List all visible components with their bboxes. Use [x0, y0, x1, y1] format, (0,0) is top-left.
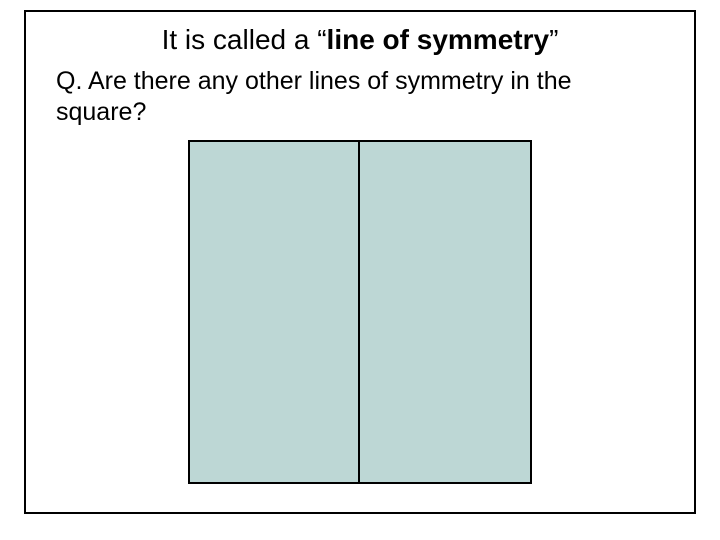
title-suffix: ”: [549, 24, 558, 55]
square-halves: [190, 142, 530, 482]
slide-frame: It is called a “line of symmetry” Q. Are…: [24, 10, 696, 514]
title-bold: line of symmetry: [327, 24, 550, 55]
title-prefix: It is called a “: [162, 24, 327, 55]
diagram-area: [26, 140, 694, 498]
square-left-half: [190, 142, 360, 482]
slide-title: It is called a “line of symmetry”: [26, 24, 694, 56]
question-text: Q. Are there any other lines of symmetry…: [56, 66, 664, 127]
symmetry-square: [188, 140, 532, 484]
square-right-half: [360, 142, 530, 482]
